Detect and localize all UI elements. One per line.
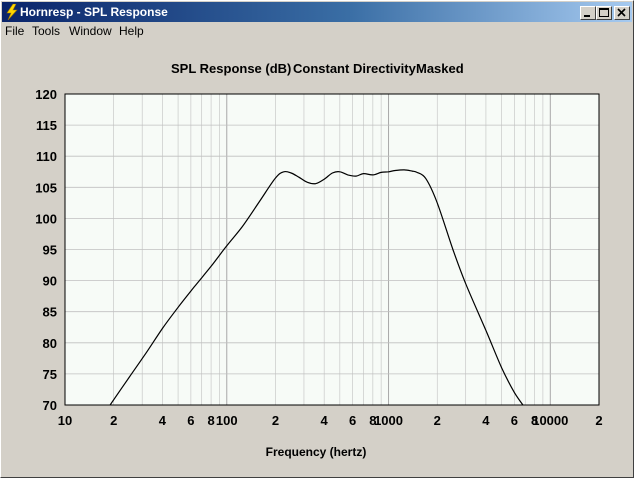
y-tick-label: 120 (35, 87, 57, 102)
window-title: Hornresp - SPL Response (20, 5, 168, 19)
y-tick-label: 100 (35, 211, 57, 226)
lightning-bolt-icon (5, 3, 19, 21)
chart-title-directivity: Constant Directivity (293, 61, 417, 76)
menu-bar: File Tools Window Help (2, 22, 632, 40)
chart-title-masked: Masked (416, 61, 464, 76)
x-tick-label: 10000 (532, 413, 568, 428)
y-tick-label: 115 (36, 118, 57, 133)
x-tick-label: 4 (159, 413, 167, 428)
x-tick-label: 2 (272, 413, 279, 428)
y-tick-label: 90 (43, 274, 57, 289)
x-tick-label: 8 (531, 413, 538, 428)
chart-title-spl: SPL Response (dB) (171, 61, 291, 76)
maximize-button[interactable] (596, 6, 612, 20)
menu-file[interactable]: File (5, 24, 25, 38)
x-tick-label: 6 (187, 413, 194, 428)
x-tick-label: 8 (369, 413, 376, 428)
x-tick-label: 4 (321, 413, 329, 428)
menu-tools[interactable]: Tools (32, 24, 61, 38)
y-tick-label: 85 (43, 305, 57, 320)
x-tick-label: 4 (482, 413, 490, 428)
close-button[interactable] (614, 6, 630, 20)
y-tick-label: 80 (43, 336, 57, 351)
y-tick-label: 75 (43, 367, 57, 382)
x-axis-label: Frequency (hertz) (266, 445, 367, 459)
title-bar[interactable]: Hornresp - SPL Response (2, 2, 632, 22)
close-icon (617, 8, 626, 17)
menu-window[interactable]: Window (69, 24, 112, 38)
x-tick-label: 2 (595, 413, 602, 428)
x-tick-label: 2 (434, 413, 441, 428)
y-tick-label: 95 (43, 243, 57, 258)
x-tick-label: 6 (511, 413, 518, 428)
minimize-button[interactable] (580, 6, 596, 20)
y-tick-label: 70 (43, 398, 57, 413)
x-tick-label: 8 (207, 413, 214, 428)
y-tick-label: 105 (35, 180, 57, 195)
plot-frame (64, 93, 600, 406)
x-tick-label: 1000 (374, 413, 403, 428)
menu-help[interactable]: Help (119, 24, 144, 38)
x-tick-label: 10 (58, 413, 72, 428)
x-tick-label: 100 (216, 413, 238, 428)
x-tick-label: 6 (349, 413, 356, 428)
spl-series-line (109, 169, 524, 405)
maximize-icon (599, 8, 609, 17)
minimize-icon (584, 15, 590, 17)
y-axis-ticks: 70 75 80 85 90 95 100 105 110 115 120 (35, 87, 57, 413)
y-tick-label: 110 (36, 149, 57, 164)
x-tick-label: 2 (110, 413, 117, 428)
grid (65, 94, 600, 405)
